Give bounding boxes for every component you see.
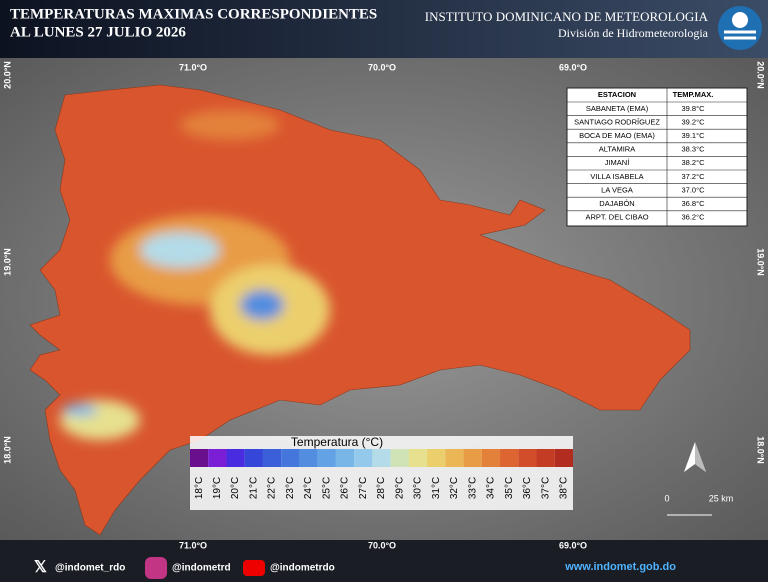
longitude-label: 70.0°O: [368, 62, 396, 72]
longitude-label: 71.0°O: [179, 62, 207, 72]
legend-label: 30°C: [413, 477, 424, 499]
twitter-handle[interactable]: @indomet_rdo: [55, 563, 125, 574]
north-arrow: [684, 442, 706, 472]
instagram-handle[interactable]: @indometrd: [172, 563, 231, 574]
legend-swatch: [317, 449, 336, 467]
x-icon: 𝕏: [34, 559, 47, 576]
legend-label: 36°C: [522, 477, 533, 499]
scale-label: 25 km: [709, 493, 734, 503]
legend-label: 34°C: [486, 477, 497, 499]
legend-label: 24°C: [303, 477, 314, 499]
column-header: ESTACION: [598, 90, 636, 99]
legend-swatch: [335, 449, 355, 467]
legend-swatch: [408, 449, 428, 467]
station-temp: 39.2°C: [681, 117, 705, 126]
legend-title: Temperatura (°C): [291, 435, 383, 449]
legend-swatch: [226, 449, 245, 467]
legend-swatch: [463, 449, 482, 467]
legend-swatch: [536, 449, 555, 467]
station-name: LA VEGA: [601, 185, 633, 194]
legend-swatch: [190, 449, 209, 467]
legend-label: 29°C: [394, 477, 405, 499]
station-temp: 36.8°C: [681, 199, 705, 208]
legend-swatch: [518, 449, 537, 467]
header-bar: [0, 0, 768, 58]
legend-label: 18°C: [194, 477, 205, 499]
station-name: SABANETA (EMA): [586, 104, 649, 113]
website[interactable]: www.indomet.gob.do: [564, 561, 676, 573]
station-temp: 38.3°C: [681, 145, 705, 154]
legend-label: 35°C: [504, 477, 515, 499]
legend-label: 22°C: [267, 477, 278, 499]
longitude-label: 71.0°O: [179, 540, 207, 550]
legend-label: 21°C: [248, 477, 259, 499]
longitude-label: 70.0°O: [368, 540, 396, 550]
footer-bar: [0, 540, 768, 582]
legend-swatch: [244, 449, 263, 467]
latitude-label: 20.0°N: [2, 61, 12, 89]
latitude-label: 19.0°N: [2, 248, 12, 276]
legend-label: 38°C: [559, 477, 570, 499]
legend-label: 37°C: [540, 477, 551, 499]
scale-label: 0: [664, 493, 669, 503]
legend-swatch: [262, 449, 282, 467]
title: TEMPERATURAS MAXIMAS CORRESPONDIENTES: [10, 6, 377, 22]
station-name: DAJABÓN: [599, 199, 634, 208]
station-name: ALTAMIRA: [599, 145, 635, 154]
station-name: VILLA ISABELA: [590, 172, 643, 181]
station-name: BOCA DE MAO (EMA): [579, 131, 655, 140]
legend-swatch: [481, 449, 501, 467]
longitude-label: 69.0°O: [559, 540, 587, 550]
legend-label: 32°C: [449, 477, 460, 499]
legend-swatch: [281, 449, 300, 467]
legend: Temperatura (°C) 18°C 19°C 20°C 21°C 22°C 23°…: [190, 435, 573, 510]
latitude-label: 19.0°N: [756, 248, 766, 276]
latitude-label: 18.0°N: [756, 436, 766, 464]
latitude-label: 18.0°N: [2, 436, 12, 464]
legend-label: 31°C: [431, 477, 442, 499]
station-name: JIMANÍ: [605, 158, 631, 167]
station-temp: 37.0°C: [681, 185, 705, 194]
legend-label: 20°C: [230, 477, 241, 499]
instagram-icon: [145, 557, 167, 579]
legend-label: 33°C: [467, 477, 478, 499]
station-name: SANTIAGO RODRÍGUEZ: [574, 117, 660, 126]
longitude-label: 69.0°O: [559, 62, 587, 72]
station-table: ESTACION TEMP.MAX. SABANETA (EMA) 39.8°C S…: [566, 87, 748, 227]
division: División de Hidrometeorologia: [558, 26, 709, 40]
station-temp: 36.2°C: [681, 213, 705, 222]
legend-swatch: [445, 449, 464, 467]
legend-label: 27°C: [358, 477, 369, 499]
station-temp: 38.2°C: [681, 158, 705, 167]
institute: INSTITUTO DOMINICANO DE METEOROLOGIA: [425, 9, 709, 24]
logo: [718, 6, 762, 50]
legend-label: 19°C: [212, 477, 223, 499]
legend-swatch: [372, 449, 391, 467]
legend-label: 25°C: [321, 477, 332, 499]
latitude-label: 20.0°N: [756, 61, 766, 89]
station-temp: 37.2°C: [681, 172, 705, 181]
youtube-icon: [243, 560, 265, 576]
station-temp: 39.8°C: [681, 104, 705, 113]
legend-swatch: [554, 449, 573, 467]
legend-label: 28°C: [376, 477, 387, 499]
legend-swatch: [354, 449, 373, 467]
title: AL LUNES 27 JULIO 2026: [10, 24, 186, 40]
legend-swatch: [500, 449, 519, 467]
legend-label: 23°C: [285, 477, 296, 499]
station-temp: 39.1°C: [681, 131, 705, 140]
station-name: ARPT. DEL CIBAO: [585, 213, 648, 222]
youtube-handle[interactable]: @indometrdo: [270, 563, 335, 574]
legend-swatch: [208, 449, 227, 467]
legend-swatch: [427, 449, 446, 467]
legend-label: 26°C: [340, 477, 351, 499]
legend-swatch: [299, 449, 318, 467]
legend-swatch: [390, 449, 409, 467]
column-header: TEMP.MAX.: [673, 90, 714, 99]
